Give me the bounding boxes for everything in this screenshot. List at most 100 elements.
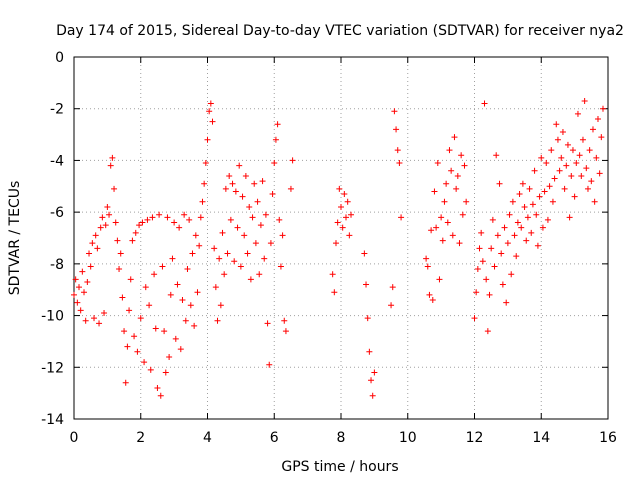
data-point [458,152,465,159]
data-point [483,276,490,283]
data-point [156,211,163,218]
data-point [244,250,251,257]
data-point [441,198,448,205]
data-point [204,136,211,143]
data-point [549,198,556,205]
data-point [82,317,89,324]
data-point [476,245,483,252]
data-point [528,229,535,236]
data-point [221,271,228,278]
data-point [271,160,278,167]
data-point [181,211,188,218]
data-point [97,224,104,231]
data-point [593,154,600,161]
data-point [478,229,485,236]
data-point [87,263,94,270]
data-point [541,188,548,195]
data-point [344,198,351,205]
data-point [591,198,598,205]
data-point [219,229,226,236]
data-point [334,219,341,226]
data-point [147,366,154,373]
data-point [393,126,400,133]
data-point [546,183,553,190]
data-point [398,214,405,221]
data-point [594,116,601,123]
data-point [428,227,435,234]
data-point [361,250,368,257]
data-point [116,266,123,273]
data-point [424,263,431,270]
grid [74,57,608,419]
data-point [186,216,193,223]
data-point [119,294,126,301]
data-point [274,121,281,128]
data-point [389,284,396,291]
data-point [481,100,488,107]
data-point [92,232,99,239]
x-tick-label: 6 [270,430,279,446]
data-point [217,302,224,309]
y-axis-label: SDTVAR / TECUs [7,181,23,296]
data-point [167,291,174,298]
data-point [152,325,159,332]
data-point [289,157,296,164]
data-point [226,172,233,179]
data-point [369,392,376,399]
data-point [501,224,508,231]
data-point [214,317,221,324]
x-tick-label: 2 [136,430,145,446]
data-point [576,152,583,159]
data-point [109,154,116,161]
data-point [456,240,463,247]
data-point [571,193,578,200]
data-point [449,232,456,239]
data-point [543,160,550,167]
data-point [77,307,84,314]
data-point [434,160,441,167]
data-point [242,172,249,179]
data-point [526,185,533,192]
data-point [583,165,590,172]
data-point [101,309,108,316]
data-point [513,253,520,260]
data-point [229,180,236,187]
data-point [234,224,241,231]
data-point [459,211,466,218]
data-point [329,271,336,278]
data-point [364,315,371,322]
data-point [137,315,144,322]
data-point [72,276,79,283]
data-point [164,214,171,221]
y-tick-label: -8 [50,257,64,273]
data-point [139,219,146,226]
data-point [99,214,106,221]
data-point [544,216,551,223]
data-point [249,214,256,221]
data-point [264,320,271,327]
data-point [443,180,450,187]
data-point [127,276,134,283]
data-point [548,147,555,154]
data-point [473,289,480,296]
data-point [129,237,136,244]
data-point [524,214,531,221]
data-point [191,322,198,329]
data-point [172,335,179,342]
data-point [574,110,581,117]
data-point [192,232,199,239]
data-point [453,185,460,192]
data-point [81,289,88,296]
data-point [174,281,181,288]
data-point [252,240,259,247]
data-point [538,154,545,161]
data-point [489,216,496,223]
data-point [396,160,403,167]
data-point [277,263,284,270]
data-point [448,167,455,174]
data-point [461,162,468,169]
data-point [499,281,506,288]
data-point [363,281,370,288]
data-point [368,377,375,384]
